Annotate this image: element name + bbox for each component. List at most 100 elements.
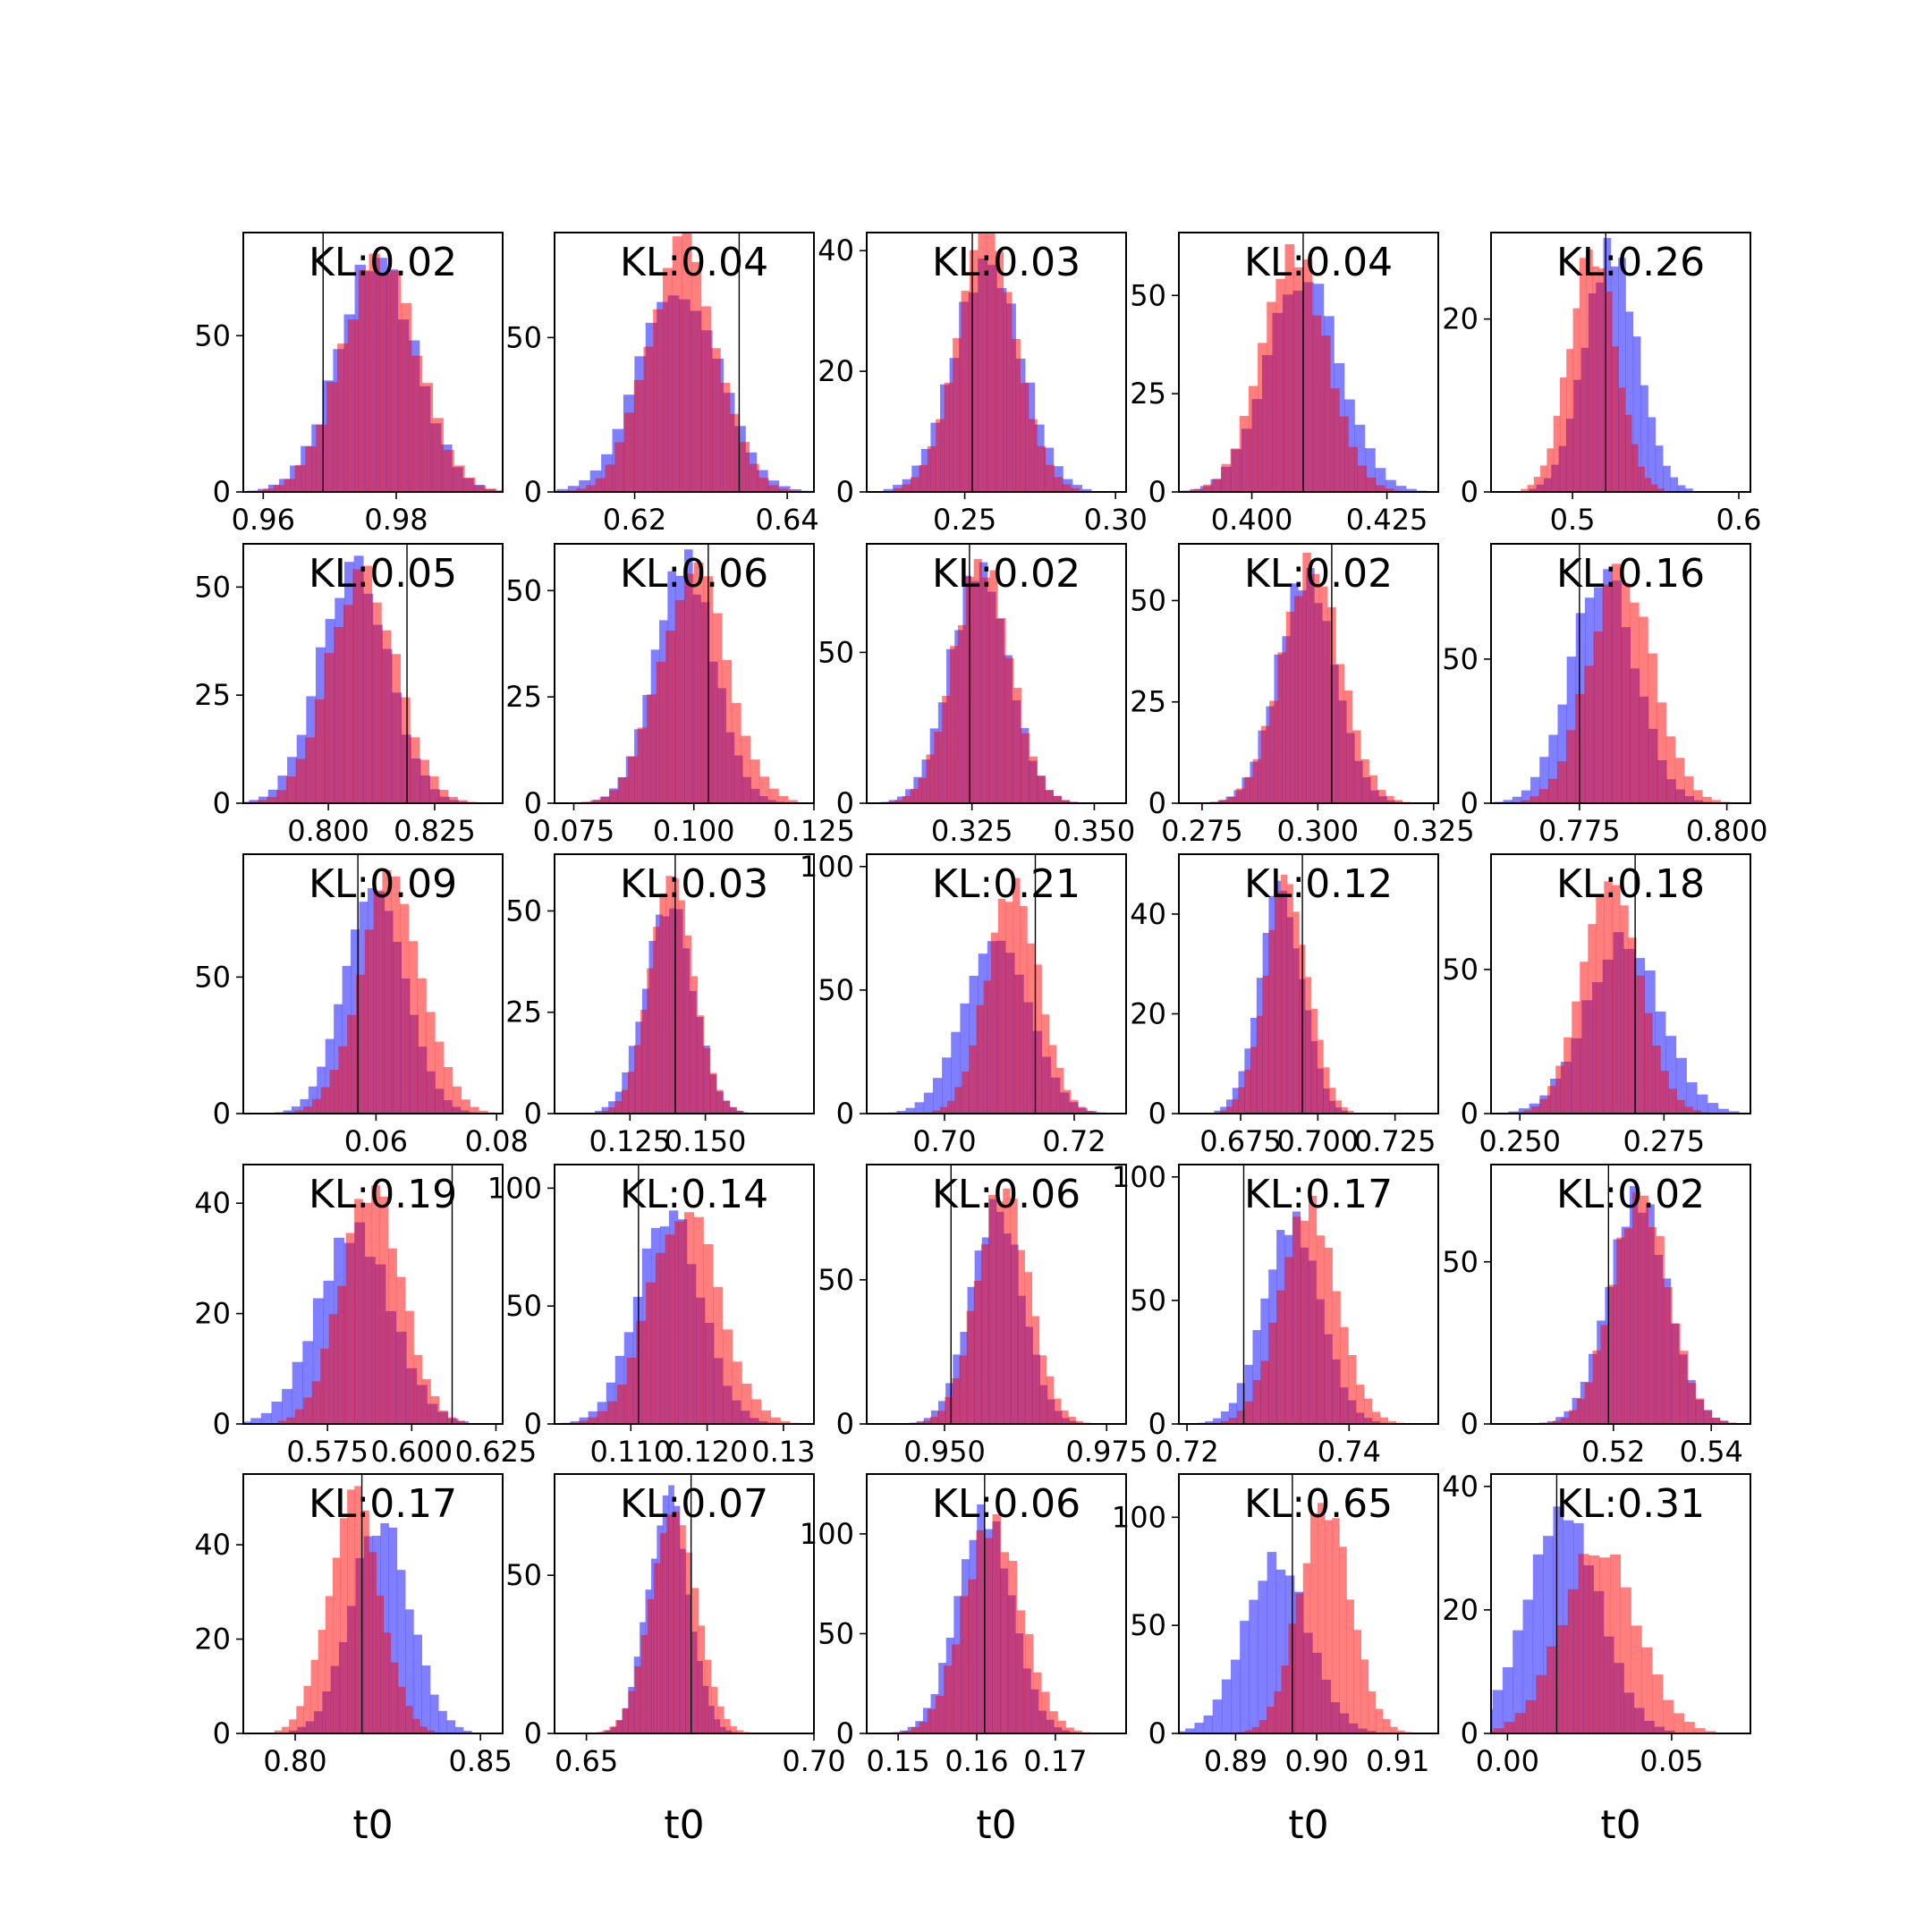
blue-histogram-bar	[595, 1110, 602, 1114]
panel-24: 0.89 0.90 0.91 0 50 100 KL:0.65 t0	[1112, 1473, 1439, 1848]
red-histogram-bar	[332, 1557, 341, 1733]
y-tick-label: 40	[1130, 897, 1166, 931]
red-histogram-bar	[274, 1730, 283, 1733]
red-histogram-bar	[1221, 1420, 1230, 1424]
red-histogram-bar	[1000, 1552, 1010, 1733]
x-tick-label: 0.15	[867, 1744, 930, 1778]
red-histogram-bar	[653, 309, 664, 492]
red-histogram-bar	[655, 1252, 665, 1424]
x-tick-label: 0.85	[449, 1744, 513, 1778]
axes-frame	[1178, 853, 1439, 1114]
blue-histogram-bar	[413, 1634, 422, 1733]
red-histogram-bar	[720, 383, 731, 492]
red-histogram-bar	[691, 976, 699, 1114]
blue-histogram-bar	[463, 1731, 472, 1733]
red-histogram-bar	[1668, 1089, 1677, 1114]
y-tick-label: 20	[1130, 996, 1166, 1030]
panel-3: 0.25 0.30 0 20 40 KL:0.03	[818, 232, 1148, 537]
red-histogram-bar	[1244, 1730, 1253, 1733]
red-histogram-bar	[736, 1730, 743, 1733]
blue-histogram-bar	[1228, 1402, 1238, 1424]
red-histogram-bar	[343, 605, 353, 803]
y-tick-label: 0	[524, 786, 542, 820]
red-histogram-bar	[609, 1726, 616, 1733]
red-histogram-bar	[989, 570, 998, 803]
red-histogram-bar	[646, 1282, 657, 1424]
red-histogram-bar	[894, 488, 902, 492]
blue-histogram-bar	[914, 1102, 925, 1114]
blue-histogram-bar	[292, 1361, 303, 1424]
red-histogram-bar	[347, 1489, 355, 1733]
x-tick-label: 0.70	[912, 1124, 976, 1158]
red-histogram-bar	[693, 1216, 704, 1424]
x-tick-label: 0.825	[394, 814, 476, 848]
red-histogram-bar	[722, 659, 733, 803]
axes-frame	[554, 232, 815, 493]
red-histogram-bar	[277, 1420, 287, 1424]
red-histogram-bar	[953, 337, 962, 492]
blue-histogram-bar	[1252, 1330, 1261, 1424]
x-tick-label: 0.90	[1284, 1744, 1348, 1778]
red-histogram-bar	[1648, 653, 1657, 803]
red-histogram-bar	[735, 1110, 742, 1114]
x-tick-label: 0.275	[1623, 1124, 1706, 1158]
blue-histogram-bar	[556, 488, 569, 492]
red-histogram-bar	[1281, 874, 1288, 1114]
red-histogram-bar	[643, 346, 654, 492]
y-tick-label: 40	[194, 1186, 231, 1220]
axes-frame	[242, 1164, 504, 1425]
red-histogram-bar	[1533, 477, 1541, 492]
red-histogram-bar	[1239, 416, 1250, 492]
red-histogram-bar	[614, 442, 625, 492]
histogram-bars	[246, 253, 503, 492]
red-histogram-bar	[1538, 789, 1549, 803]
red-histogram-bar	[1221, 463, 1231, 492]
panel-25: 0.00 0.05 0 20 40 KL:0.31 t0	[1442, 1470, 1751, 1848]
red-histogram-bar	[1598, 268, 1606, 492]
red-histogram-bar	[1702, 796, 1712, 803]
red-histogram-bar	[656, 661, 666, 803]
y-tick-label: 0	[1461, 1407, 1479, 1441]
red-histogram-bar	[1013, 877, 1021, 1114]
red-histogram-bar	[371, 602, 382, 803]
red-histogram-bar	[337, 1285, 346, 1424]
red-histogram-bar	[338, 1046, 348, 1114]
red-histogram-bar	[1579, 258, 1587, 492]
y-tick-label: 0	[1148, 475, 1166, 509]
x-tick-label: 0.65	[555, 1744, 618, 1778]
x-tick-label: 0.575	[286, 1435, 369, 1469]
red-histogram-bar	[1390, 1726, 1398, 1733]
red-histogram-bar	[1525, 1699, 1537, 1733]
y-tick-label: 100	[1112, 1160, 1166, 1194]
red-histogram-bar	[347, 1014, 357, 1114]
blue-histogram-bar	[1543, 1536, 1554, 1733]
red-histogram-bar	[1648, 1226, 1657, 1424]
red-histogram-bar	[623, 412, 635, 492]
red-histogram-bar	[751, 1399, 762, 1424]
red-histogram-bar	[1031, 1316, 1040, 1424]
red-histogram-bar	[1683, 1722, 1695, 1733]
histogram-bars	[1497, 881, 1750, 1114]
blue-histogram-bar	[1530, 776, 1540, 803]
panel-4: 0.400 0.425 0 25 50 KL:0.04	[1130, 232, 1439, 537]
blue-histogram-bar	[1213, 1418, 1222, 1424]
histogram-bars	[1491, 1506, 1716, 1733]
red-histogram-bar	[364, 929, 374, 1114]
red-histogram-bar	[379, 274, 391, 492]
panel-18: 0.950 0.975 0 50 KL:0.06	[818, 1164, 1148, 1469]
x-tick-label: 0.150	[665, 1124, 747, 1158]
red-histogram-bar	[934, 732, 943, 803]
red-histogram-bar	[1277, 652, 1287, 803]
y-tick-label: 25	[1130, 377, 1166, 411]
red-histogram-bar	[358, 269, 369, 492]
red-histogram-bar	[408, 941, 418, 1114]
blue-histogram-bar	[883, 488, 894, 492]
red-histogram-bar	[1688, 1383, 1697, 1424]
y-tick-label: 40	[818, 233, 854, 267]
red-histogram-bar	[347, 319, 360, 492]
red-histogram-bar	[1556, 1624, 1568, 1733]
red-histogram-bar	[952, 1377, 960, 1424]
red-histogram-bar	[1636, 975, 1645, 1114]
y-tick-label: 0	[213, 1716, 231, 1750]
